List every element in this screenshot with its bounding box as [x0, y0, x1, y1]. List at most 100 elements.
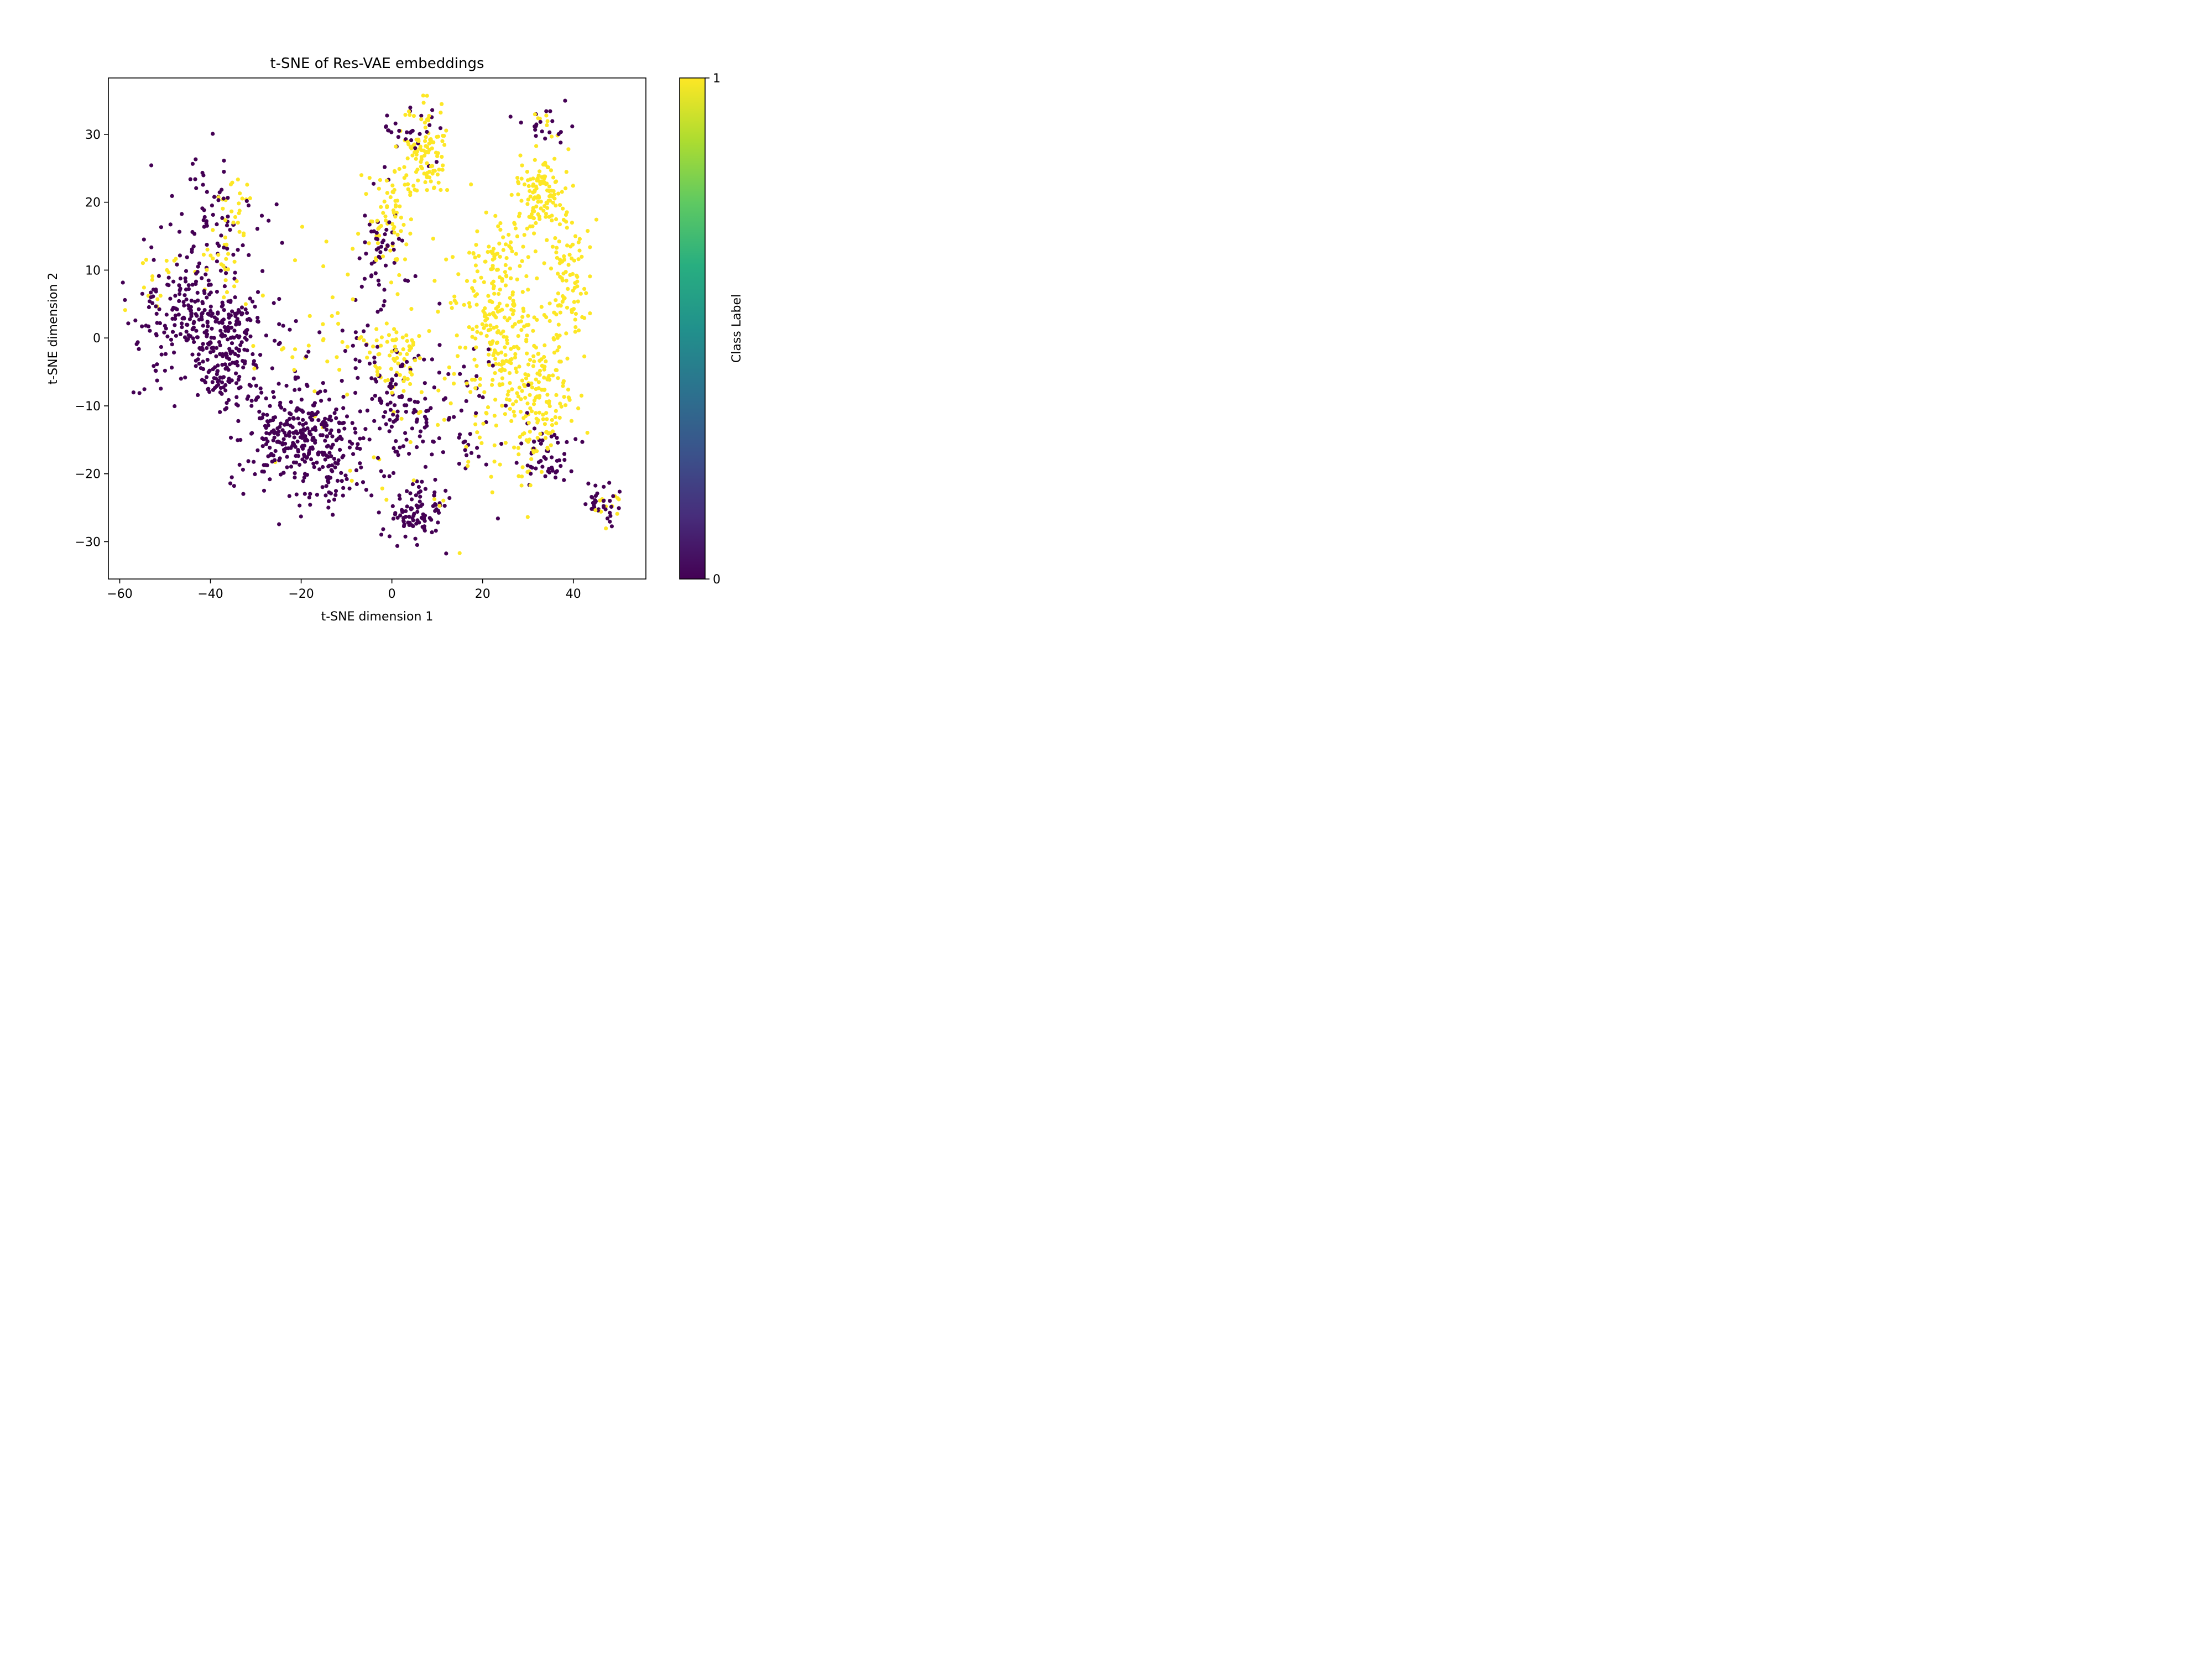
point-class-1 [423, 180, 427, 185]
point-class-0 [433, 477, 437, 482]
point-class-0 [321, 465, 325, 469]
point-class-0 [418, 489, 423, 494]
point-class-1 [504, 256, 509, 260]
point-class-1 [545, 123, 549, 127]
point-class-1 [525, 469, 530, 474]
point-class-1 [594, 217, 599, 222]
point-class-1 [521, 244, 525, 249]
point-class-0 [379, 307, 383, 312]
point-class-1 [336, 311, 340, 315]
x-tick-label: 20 [475, 587, 491, 601]
point-class-0 [173, 294, 178, 298]
point-class-0 [362, 329, 366, 333]
point-class-1 [223, 267, 227, 272]
point-class-0 [326, 505, 331, 510]
point-class-1 [498, 288, 502, 292]
point-class-0 [377, 510, 381, 515]
point-class-0 [296, 375, 300, 380]
point-class-0 [268, 477, 272, 482]
point-class-1 [547, 301, 552, 306]
point-class-1 [530, 224, 535, 228]
point-class-1 [532, 359, 536, 364]
point-class-0 [154, 311, 159, 316]
point-class-0 [251, 299, 255, 304]
point-class-1 [551, 175, 556, 180]
point-class-1 [514, 366, 518, 371]
point-class-1 [348, 468, 352, 473]
point-class-1 [512, 414, 517, 418]
point-class-0 [259, 390, 264, 395]
point-class-0 [254, 398, 258, 402]
point-class-1 [526, 322, 531, 327]
point-class-0 [293, 388, 297, 392]
point-class-1 [528, 194, 533, 199]
point-class-1 [550, 429, 555, 434]
point-class-0 [609, 504, 614, 509]
point-class-0 [424, 420, 429, 425]
point-class-0 [172, 350, 176, 355]
point-class-1 [556, 291, 561, 296]
point-class-0 [123, 298, 127, 302]
point-class-0 [233, 352, 237, 357]
point-class-0 [409, 138, 414, 143]
point-class-0 [400, 394, 404, 398]
point-class-0 [249, 404, 254, 408]
point-class-1 [475, 430, 479, 435]
point-class-0 [277, 522, 281, 526]
point-class-1 [421, 148, 426, 153]
point-class-1 [544, 411, 549, 415]
point-class-1 [517, 346, 521, 351]
point-class-1 [533, 189, 537, 194]
point-class-1 [406, 182, 410, 186]
colorbar-axis: 01 [705, 72, 721, 587]
point-class-0 [398, 497, 402, 501]
point-class-1 [395, 292, 400, 296]
point-class-1 [335, 355, 339, 359]
point-class-0 [254, 383, 258, 388]
point-class-0 [444, 551, 448, 556]
point-class-1 [452, 382, 456, 386]
point-class-0 [393, 419, 398, 423]
point-class-0 [378, 250, 383, 254]
point-class-0 [306, 452, 311, 456]
point-class-0 [252, 460, 256, 464]
point-class-0 [210, 380, 215, 384]
point-class-0 [337, 420, 341, 425]
point-class-0 [224, 351, 228, 356]
point-class-1 [551, 189, 556, 194]
point-class-1 [520, 259, 524, 263]
point-class-1 [556, 272, 560, 276]
point-class-1 [293, 258, 298, 263]
point-class-0 [421, 439, 425, 444]
point-class-1 [417, 334, 421, 338]
point-class-0 [292, 435, 296, 440]
point-class-0 [201, 301, 205, 306]
point-class-1 [447, 365, 451, 369]
point-class-1 [538, 373, 542, 377]
point-class-0 [217, 244, 221, 248]
point-class-0 [325, 434, 330, 439]
point-class-0 [430, 108, 435, 112]
point-class-0 [300, 457, 305, 462]
point-class-1 [405, 377, 410, 382]
point-class-0 [602, 484, 606, 489]
point-class-1 [436, 388, 441, 393]
point-class-1 [504, 335, 509, 340]
point-class-0 [307, 495, 311, 500]
point-class-1 [532, 231, 536, 236]
point-class-1 [401, 389, 406, 393]
point-class-0 [222, 308, 226, 312]
point-class-0 [126, 321, 131, 326]
point-class-1 [473, 336, 478, 341]
point-class-0 [246, 394, 251, 399]
point-class-1 [466, 460, 471, 464]
point-class-1 [515, 234, 520, 238]
point-class-1 [411, 478, 416, 483]
point-class-0 [323, 439, 327, 443]
point-class-0 [275, 426, 280, 431]
point-class-0 [446, 372, 451, 377]
point-class-1 [577, 237, 582, 241]
point-class-0 [525, 411, 529, 415]
point-class-1 [572, 285, 577, 290]
point-class-0 [415, 479, 419, 484]
